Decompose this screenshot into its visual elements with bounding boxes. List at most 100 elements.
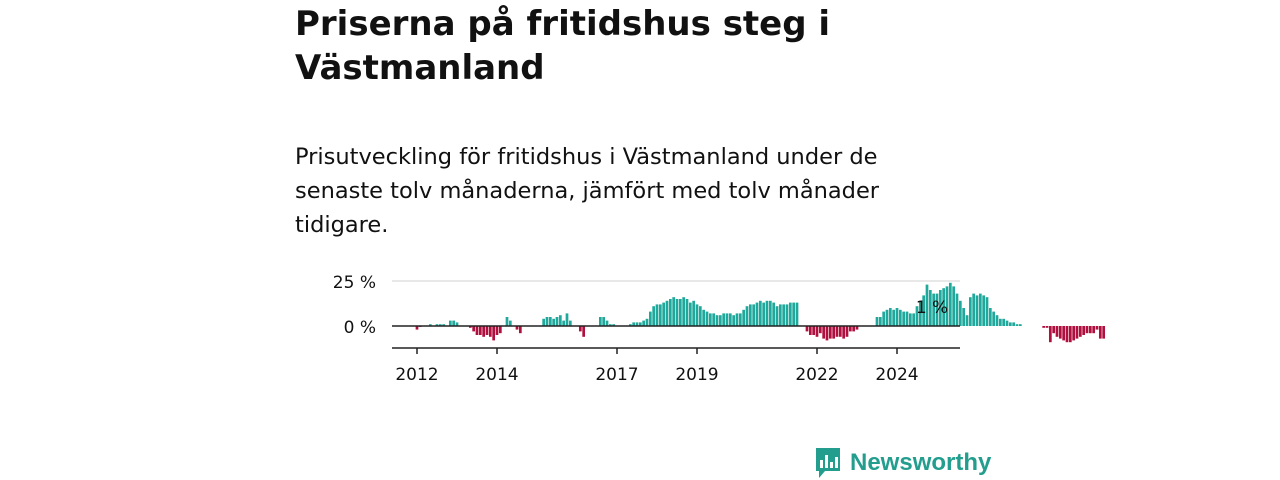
bar: [875, 317, 879, 326]
bar: [718, 315, 722, 326]
x-tick-label: 2019: [675, 365, 718, 385]
bar: [1002, 318, 1006, 326]
bar: [702, 309, 706, 326]
bar: [778, 304, 782, 326]
bar: [705, 311, 709, 326]
bar: [755, 302, 759, 326]
x-tick-label: 2024: [875, 365, 918, 385]
bar: [892, 309, 896, 326]
bar: [885, 309, 889, 326]
bar: [582, 326, 586, 337]
bar: [428, 324, 432, 326]
bar: [488, 326, 492, 337]
bar: [455, 322, 459, 326]
bar: [825, 326, 829, 341]
bar: [835, 326, 839, 337]
bar: [632, 322, 636, 326]
x-tick-label: 2014: [475, 365, 518, 385]
bar: [475, 326, 479, 335]
bar: [855, 326, 859, 330]
bar: [735, 313, 739, 326]
bar: [838, 326, 842, 337]
bar: [905, 311, 909, 326]
bar: [682, 297, 686, 326]
bar: [725, 313, 729, 326]
bar: [1082, 326, 1086, 335]
bar: [915, 306, 919, 326]
bar: [848, 326, 852, 332]
bar: [975, 295, 979, 326]
bar: [782, 304, 786, 326]
bar: [548, 317, 552, 326]
bar: [672, 297, 676, 326]
bar: [775, 306, 779, 326]
bar: [928, 290, 932, 326]
bar: [965, 315, 969, 326]
newsworthy-brand[interactable]: Newsworthy: [814, 446, 991, 480]
bar: [605, 320, 609, 326]
bar: [935, 293, 939, 326]
bar: [722, 313, 726, 326]
bar: [768, 300, 772, 326]
bar: [688, 302, 692, 326]
bar: [1015, 324, 1019, 326]
bar: [482, 326, 486, 337]
latest-value-label: 1 %: [916, 298, 948, 318]
bar: [995, 315, 999, 326]
bar: [742, 309, 746, 326]
bar: [945, 286, 949, 326]
bar: [545, 317, 549, 326]
bar: [628, 324, 632, 326]
bar: [745, 306, 749, 326]
bar: [832, 326, 836, 339]
bar: [635, 322, 639, 326]
bar: [878, 317, 882, 326]
bar: [555, 317, 559, 326]
bar: [982, 295, 986, 326]
bar: [1098, 326, 1102, 339]
bar: [898, 309, 902, 326]
bar: [752, 304, 756, 326]
bar: [1072, 326, 1076, 341]
bar: [612, 324, 616, 326]
bar: [948, 282, 952, 326]
x-axis-ticks: 2012 2014 2017 2019 2022 2024: [395, 348, 919, 385]
bar: [788, 302, 792, 326]
bar: [925, 284, 929, 326]
bar: [785, 304, 789, 326]
x-tick-label: 2022: [795, 365, 838, 385]
bar: [1085, 326, 1089, 334]
bar: [1052, 326, 1056, 334]
bar: [762, 302, 766, 326]
bar: [812, 326, 816, 335]
bar: [988, 308, 992, 326]
bar: [505, 317, 509, 326]
bar: [472, 326, 476, 332]
bar: [708, 313, 712, 326]
bar: [1055, 326, 1059, 337]
brand-name: Newsworthy: [850, 449, 992, 476]
bar: [515, 326, 519, 330]
bar: [978, 293, 982, 326]
bar: [852, 326, 856, 332]
bar: [602, 317, 606, 326]
bar: [902, 311, 906, 326]
bar: [1018, 324, 1022, 326]
bar: [1058, 326, 1062, 339]
bar: [912, 313, 916, 326]
bar: [698, 306, 702, 326]
bar: [808, 326, 812, 335]
bar: [675, 299, 679, 326]
bar: [642, 320, 646, 326]
bar: [772, 302, 776, 326]
bar: [882, 311, 886, 326]
y-tick-label-0: 0 %: [344, 318, 376, 338]
y-tick-label-25: 25 %: [333, 273, 376, 293]
bar: [692, 300, 696, 326]
bar: [1012, 322, 1016, 326]
bar: [518, 326, 522, 334]
bar: [508, 320, 512, 326]
bar: [715, 315, 719, 326]
bar: [1075, 326, 1079, 339]
